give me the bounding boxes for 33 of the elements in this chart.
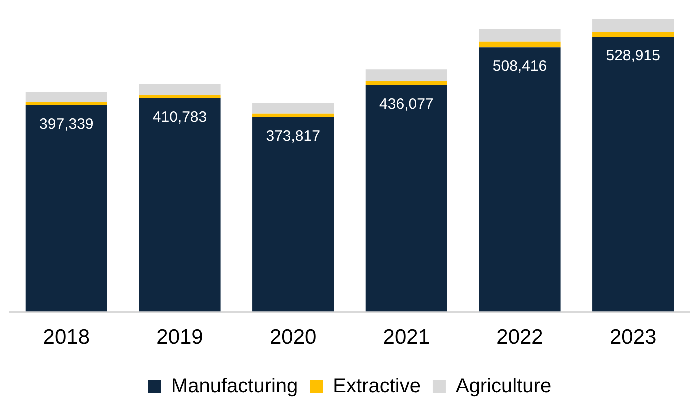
bar [26, 92, 108, 102]
bar [139, 84, 221, 96]
bar [366, 70, 448, 82]
legend-label: Agriculture [456, 376, 552, 398]
bar [479, 29, 561, 42]
bar [252, 118, 334, 312]
x-tick-label: 2020 [270, 326, 317, 350]
bar [479, 48, 561, 312]
x-tick-label: 2021 [383, 326, 430, 350]
bar [592, 32, 674, 37]
bar [252, 104, 334, 114]
bar [252, 114, 334, 118]
bar [139, 98, 221, 312]
data-label: 508,416 [492, 58, 548, 76]
data-label: 528,915 [606, 48, 660, 65]
bar [26, 102, 108, 106]
x-tick-label: 2019 [156, 326, 204, 350]
bar [592, 19, 674, 32]
data-label: 397,339 [40, 116, 94, 133]
bar [366, 85, 448, 312]
x-tick-label: 2023 [610, 326, 657, 350]
bar [366, 81, 448, 86]
data-label: 436,077 [380, 96, 434, 113]
x-tick-label: 2022 [496, 326, 544, 350]
bar [592, 36, 674, 312]
legend-label: Manufacturing [171, 376, 298, 398]
bar [139, 95, 221, 98]
legend-label: Extractive [333, 376, 421, 398]
bar [479, 42, 561, 48]
data-label: 373,817 [266, 128, 320, 146]
x-tick-label: 2018 [43, 326, 90, 350]
bar [26, 105, 108, 312]
data-label: 410,783 [152, 108, 208, 126]
